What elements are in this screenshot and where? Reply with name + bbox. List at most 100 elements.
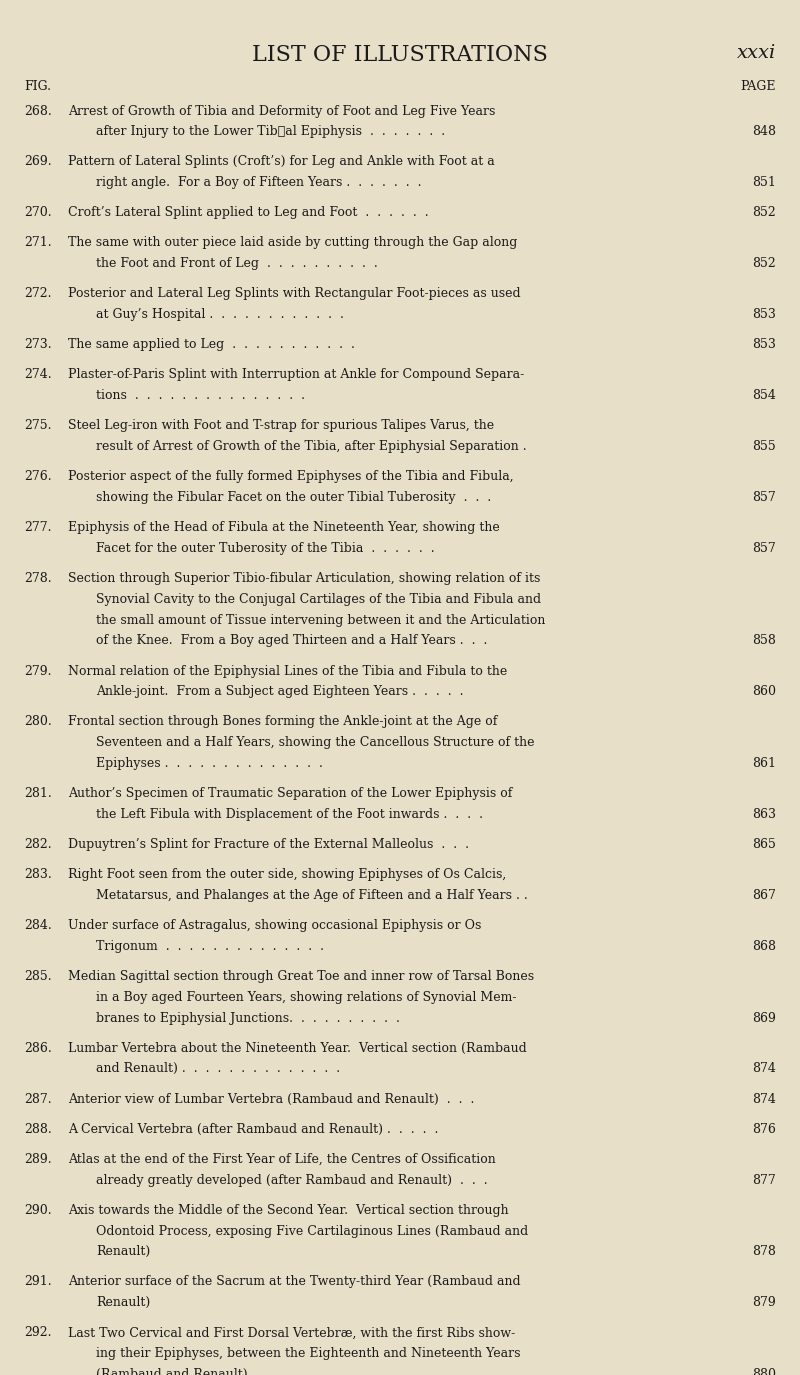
Text: 852: 852: [752, 257, 776, 271]
Text: Ankle-joint.  From a Subject aged Eighteen Years .  .  .  .  .: Ankle-joint. From a Subject aged Eightee…: [96, 685, 467, 698]
Text: 276.: 276.: [24, 470, 52, 483]
Text: 287.: 287.: [24, 1093, 52, 1106]
Text: Renault): Renault): [96, 1297, 150, 1309]
Text: Author’s Specimen of Traumatic Separation of the Lower Epiphysis of: Author’s Specimen of Traumatic Separatio…: [68, 786, 512, 800]
Text: 861: 861: [752, 758, 776, 770]
Text: 280.: 280.: [24, 715, 52, 729]
Text: 286.: 286.: [24, 1042, 52, 1055]
Text: 269.: 269.: [24, 155, 52, 168]
Text: 291.: 291.: [24, 1276, 52, 1288]
Text: of the Knee.  From a Boy aged Thirteen and a Half Years .  .  .: of the Knee. From a Boy aged Thirteen an…: [96, 634, 491, 648]
Text: 853: 853: [752, 308, 776, 322]
Text: 876: 876: [752, 1123, 776, 1136]
Text: Dupuytren’s Splint for Fracture of the External Malleolus  .  .  .: Dupuytren’s Splint for Fracture of the E…: [68, 837, 473, 851]
Text: Renault): Renault): [96, 1246, 150, 1258]
Text: 288.: 288.: [24, 1123, 52, 1136]
Text: 273.: 273.: [24, 338, 52, 351]
Text: right angle.  For a Boy of Fifteen Years .  .  .  .  .  .  .: right angle. For a Boy of Fifteen Years …: [96, 176, 426, 190]
Text: 282.: 282.: [24, 837, 52, 851]
Text: 879: 879: [752, 1297, 776, 1309]
Text: Epiphysis of the Head of Fibula at the Nineteenth Year, showing the: Epiphysis of the Head of Fibula at the N…: [68, 521, 500, 534]
Text: 278.: 278.: [24, 572, 52, 586]
Text: 860: 860: [752, 685, 776, 698]
Text: 868: 868: [752, 941, 776, 953]
Text: 289.: 289.: [24, 1152, 52, 1166]
Text: 848: 848: [752, 125, 776, 139]
Text: Under surface of Astragalus, showing occasional Epiphysis or Os: Under surface of Astragalus, showing occ…: [68, 918, 482, 932]
Text: Trigonum  .  .  .  .  .  .  .  .  .  .  .  .  .  .: Trigonum . . . . . . . . . . . . . .: [96, 941, 328, 953]
Text: already greatly developed (after Rambaud and Renault)  .  .  .: already greatly developed (after Rambaud…: [96, 1174, 492, 1187]
Text: Facet for the outer Tuberosity of the Tibia  .  .  .  .  .  .: Facet for the outer Tuberosity of the Ti…: [96, 542, 438, 556]
Text: Plaster-of-Paris Splint with Interruption at Ankle for Compound Separa-: Plaster-of-Paris Splint with Interruptio…: [68, 368, 524, 381]
Text: Frontal section through Bones forming the Ankle-joint at the Age of: Frontal section through Bones forming th…: [68, 715, 498, 729]
Text: LIST OF ILLUSTRATIONS: LIST OF ILLUSTRATIONS: [252, 44, 548, 66]
Text: 854: 854: [752, 389, 776, 403]
Text: in a Boy aged Fourteen Years, showing relations of Synovial Mem-: in a Boy aged Fourteen Years, showing re…: [96, 991, 517, 1004]
Text: showing the Fibular Facet on the outer Tibial Tuberosity  .  .  .: showing the Fibular Facet on the outer T…: [96, 491, 495, 505]
Text: The same applied to Leg  .  .  .  .  .  .  .  .  .  .  .: The same applied to Leg . . . . . . . . …: [68, 338, 359, 351]
Text: after Injury to the Lower Tibal Epiphysis  .  .  .  .  .  .  .: after Injury to the Lower Tibal Epiphys…: [96, 125, 449, 139]
Text: Croft’s Lateral Splint applied to Leg and Foot  .  .  .  .  .  .: Croft’s Lateral Splint applied to Leg an…: [68, 206, 433, 220]
Text: Synovial Cavity to the Conjugal Cartilages of the Tibia and Fibula and: Synovial Cavity to the Conjugal Cartilag…: [96, 593, 541, 606]
Text: Arrest of Growth of Tibia and Deformity of Foot and Leg Five Years: Arrest of Growth of Tibia and Deformity …: [68, 104, 495, 117]
Text: 281.: 281.: [24, 786, 52, 800]
Text: the small amount of Tissue intervening between it and the Articulation: the small amount of Tissue intervening b…: [96, 613, 546, 627]
Text: ing their Epiphyses, between the Eighteenth and Nineteenth Years: ing their Epiphyses, between the Eightee…: [96, 1348, 521, 1360]
Text: the Foot and Front of Leg  .  .  .  .  .  .  .  .  .  .: the Foot and Front of Leg . . . . . . . …: [96, 257, 382, 271]
Text: 880: 880: [752, 1368, 776, 1375]
Text: at Guy’s Hospital .  .  .  .  .  .  .  .  .  .  .  .: at Guy’s Hospital . . . . . . . . . . . …: [96, 308, 348, 322]
Text: Atlas at the end of the First Year of Life, the Centres of Ossification: Atlas at the end of the First Year of Li…: [68, 1152, 496, 1166]
Text: 853: 853: [752, 338, 776, 351]
Text: 283.: 283.: [24, 868, 52, 881]
Text: 858: 858: [752, 634, 776, 648]
Text: 851: 851: [752, 176, 776, 190]
Text: Median Sagittal section through Great Toe and inner row of Tarsal Bones: Median Sagittal section through Great To…: [68, 969, 534, 983]
Text: Lumbar Vertebra about the Nineteenth Year.  Vertical section (Rambaud: Lumbar Vertebra about the Nineteenth Yea…: [68, 1042, 526, 1055]
Text: 867: 867: [752, 888, 776, 902]
Text: 279.: 279.: [24, 664, 51, 678]
Text: tions  .  .  .  .  .  .  .  .  .  .  .  .  .  .  .: tions . . . . . . . . . . . . . . .: [96, 389, 309, 403]
Text: Odontoid Process, exposing Five Cartilaginous Lines (Rambaud and: Odontoid Process, exposing Five Cartilag…: [96, 1225, 528, 1238]
Text: 857: 857: [752, 542, 776, 556]
Text: Metatarsus, and Phalanges at the Age of Fifteen and a Half Years . .: Metatarsus, and Phalanges at the Age of …: [96, 888, 532, 902]
Text: 271.: 271.: [24, 236, 52, 249]
Text: Axis towards the Middle of the Second Year.  Vertical section through: Axis towards the Middle of the Second Ye…: [68, 1203, 509, 1217]
Text: and Renault) .  .  .  .  .  .  .  .  .  .  .  .  .  .: and Renault) . . . . . . . . . . . . . .: [96, 1063, 344, 1075]
Text: 284.: 284.: [24, 918, 52, 932]
Text: Anterior view of Lumbar Vertebra (Rambaud and Renault)  .  .  .: Anterior view of Lumbar Vertebra (Rambau…: [68, 1093, 478, 1106]
Text: Pattern of Lateral Splints (Croft’s) for Leg and Ankle with Foot at a: Pattern of Lateral Splints (Croft’s) for…: [68, 155, 494, 168]
Text: Posterior and Lateral Leg Splints with Rectangular Foot-pieces as used: Posterior and Lateral Leg Splints with R…: [68, 287, 521, 300]
Text: branes to Epiphysial Junctions.  .  .  .  .  .  .  .  .  .: branes to Epiphysial Junctions. . . . . …: [96, 1012, 404, 1024]
Text: 268.: 268.: [24, 104, 52, 117]
Text: Anterior surface of the Sacrum at the Twenty-third Year (Rambaud and: Anterior surface of the Sacrum at the Tw…: [68, 1276, 521, 1288]
Text: 863: 863: [752, 808, 776, 821]
Text: 878: 878: [752, 1246, 776, 1258]
Text: 272.: 272.: [24, 287, 51, 300]
Text: 292.: 292.: [24, 1327, 51, 1339]
Text: 855: 855: [752, 440, 776, 454]
Text: 857: 857: [752, 491, 776, 505]
Text: Normal relation of the Epiphysial Lines of the Tibia and Fibula to the: Normal relation of the Epiphysial Lines …: [68, 664, 507, 678]
Text: the Left Fibula with Displacement of the Foot inwards .  .  .  .: the Left Fibula with Displacement of the…: [96, 808, 487, 821]
Text: 852: 852: [752, 206, 776, 220]
Text: 277.: 277.: [24, 521, 51, 534]
Text: 869: 869: [752, 1012, 776, 1024]
Text: Section through Superior Tibio-fibular Articulation, showing relation of its: Section through Superior Tibio-fibular A…: [68, 572, 540, 586]
Text: 865: 865: [752, 837, 776, 851]
Text: 874: 874: [752, 1063, 776, 1075]
Text: The same with outer piece laid aside by cutting through the Gap along: The same with outer piece laid aside by …: [68, 236, 518, 249]
Text: Epiphyses .  .  .  .  .  .  .  .  .  .  .  .  .  .: Epiphyses . . . . . . . . . . . . . .: [96, 758, 327, 770]
Text: 290.: 290.: [24, 1203, 52, 1217]
Text: 285.: 285.: [24, 969, 52, 983]
Text: Right Foot seen from the outer side, showing Epiphyses of Os Calcis,: Right Foot seen from the outer side, sho…: [68, 868, 506, 881]
Text: Steel Leg-iron with Foot and T-strap for spurious Talipes Varus, the: Steel Leg-iron with Foot and T-strap for…: [68, 419, 494, 432]
Text: 874: 874: [752, 1093, 776, 1106]
Text: Seventeen and a Half Years, showing the Cancellous Structure of the: Seventeen and a Half Years, showing the …: [96, 736, 534, 749]
Text: xxxi: xxxi: [737, 44, 776, 62]
Text: A Cervical Vertebra (after Rambaud and Renault) .  .  .  .  .: A Cervical Vertebra (after Rambaud and R…: [68, 1123, 442, 1136]
Text: 274.: 274.: [24, 368, 52, 381]
Text: (Rambaud and Renault)  .  .  .  .  .  .  .  .  .  .: (Rambaud and Renault) . . . . . . . . . …: [96, 1368, 370, 1375]
Text: PAGE: PAGE: [741, 80, 776, 94]
Text: result of Arrest of Growth of the Tibia, after Epiphysial Separation .: result of Arrest of Growth of the Tibia,…: [96, 440, 530, 454]
Text: 877: 877: [752, 1174, 776, 1187]
